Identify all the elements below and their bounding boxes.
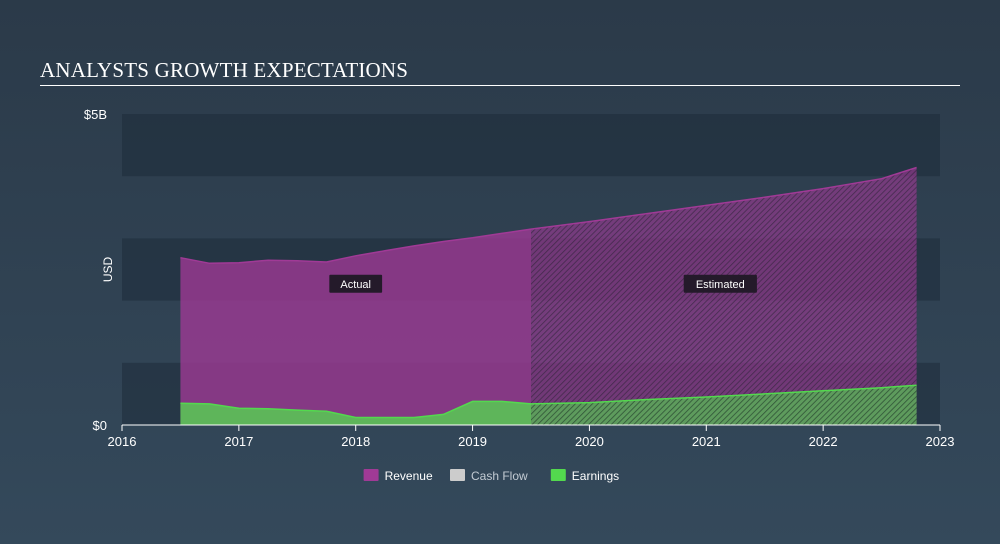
x-tick-label: 2019 (458, 434, 487, 449)
legend-swatch-cash-flow (450, 469, 465, 481)
x-tick-label: 2023 (926, 434, 955, 449)
actual-label-text: Actual (340, 279, 371, 291)
x-tick-label: 2017 (224, 434, 253, 449)
earnings-area-actual (180, 401, 531, 425)
x-tick-label: 2016 (108, 434, 137, 449)
chart-title: ANALYSTS GROWTH EXPECTATIONS (40, 58, 409, 82)
y-tick-label: $0 (93, 418, 107, 433)
x-tick-label: 2022 (809, 434, 838, 449)
revenue-area-hatch (531, 167, 917, 425)
legend-swatch-earnings (550, 469, 566, 481)
series-areas (180, 166, 917, 425)
axes: 2016 2017 2018 2019 2020 2021 2022 2023 $0 $5B USD (84, 107, 955, 449)
earnings-line (180, 384, 917, 419)
revenue-area-actual (180, 229, 531, 425)
legend-label-revenue: Revenue (385, 469, 433, 483)
title-divider (40, 85, 960, 86)
legend-swatch-revenue (363, 469, 379, 481)
actual-label-bg (329, 274, 383, 293)
region-labels: Actual Estimated (329, 274, 757, 293)
earnings-area-hatch (531, 385, 917, 425)
legend-label-cash-flow: Cash Flow (471, 469, 528, 483)
actual-label: Actual (329, 274, 383, 293)
grid-band (122, 114, 940, 177)
legend[interactable]: Revenue Cash Flow Earnings (363, 469, 620, 483)
estimated-label: Estimated (683, 274, 757, 293)
legend-item-earnings[interactable]: Earnings (550, 469, 619, 483)
x-tick-label: 2021 (692, 434, 721, 449)
x-tick-label: 2018 (341, 434, 370, 449)
estimated-label-text: Estimated (696, 279, 745, 291)
y-axis-label: USD (101, 257, 115, 283)
revenue-line (180, 166, 917, 265)
legend-label-earnings: Earnings (572, 469, 619, 483)
y-tick-label: $5B (84, 107, 107, 122)
estimated-label-bg (683, 274, 757, 293)
x-tick-label: 2020 (575, 434, 604, 449)
legend-item-revenue[interactable]: Revenue (363, 469, 433, 483)
legend-item-cash-flow[interactable]: Cash Flow (450, 469, 528, 483)
